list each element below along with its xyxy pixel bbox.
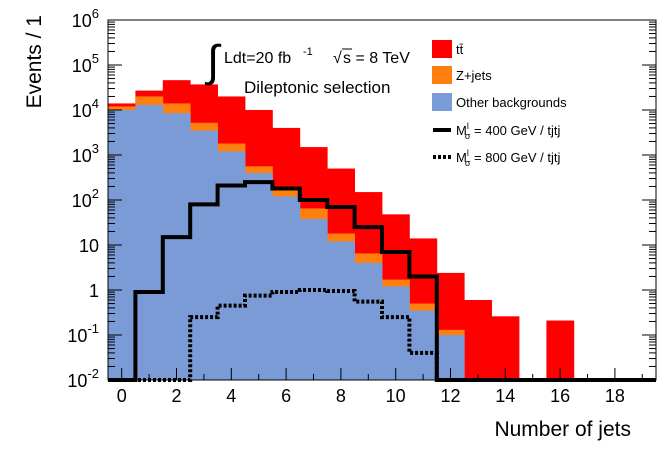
- legend: tt̄ Z+jets Other backgrounds Ml σ = 400 G…: [432, 40, 567, 168]
- bar-otherbackgrounds-bin-10: [382, 286, 410, 380]
- x-tick-label: 14: [495, 386, 515, 406]
- energy-annotation: √ s = 8 TeV: [333, 48, 410, 67]
- legend-label-800: Ml σ = 800 GeV / tjtj: [456, 148, 560, 168]
- y-tick-label: 10: [79, 236, 99, 256]
- legend-label-ttbar: tt̄: [456, 42, 464, 57]
- bar-otherbackgrounds-bin-9: [354, 262, 383, 380]
- bar-otherbackgrounds-bin-6: [272, 196, 301, 380]
- luminosity-annotation: ∫ Ldt=20 fb -1: [204, 37, 313, 86]
- bar-tt-bin-13: [464, 299, 492, 380]
- x-tick-label: 2: [171, 386, 181, 406]
- legend-swatch-zjets: [432, 66, 452, 84]
- x-tick-label: 8: [336, 386, 346, 406]
- selection-label: Dileptonic selection: [244, 78, 390, 97]
- stacked-bars: [108, 80, 575, 381]
- y-tick-label: 105: [72, 51, 99, 76]
- y-tick-label: 103: [72, 141, 99, 166]
- lumi-text: Ldt=20 fb: [224, 50, 291, 67]
- legend-label-other: Other backgrounds: [456, 95, 567, 110]
- bar-otherbackgrounds-bin-8: [327, 241, 355, 380]
- y-tick-label: 104: [72, 96, 99, 121]
- legend-label-400: Ml σ = 400 GeV / tjtj: [456, 121, 560, 141]
- bar-otherbackgrounds-bin-7: [299, 218, 328, 380]
- x-tick-label: 12: [440, 386, 460, 406]
- energy-text: s = 8 TeV: [343, 50, 410, 67]
- x-axis-title: Number of jets: [494, 418, 631, 441]
- sqrt-symbol: √: [333, 50, 342, 67]
- x-tick-label: 16: [550, 386, 570, 406]
- integral-symbol: ∫: [204, 37, 222, 86]
- bar-otherbackgrounds-bin-4: [217, 151, 246, 380]
- x-tick-label: 4: [226, 386, 236, 406]
- y-tick-label: 102: [72, 186, 99, 211]
- y-tick-label: 106: [72, 6, 99, 31]
- bar-otherbackgrounds-bin-5: [245, 172, 273, 380]
- y-tick-label: 10-1: [67, 321, 99, 346]
- x-tick-label: 0: [117, 386, 127, 406]
- legend-swatch-other: [432, 93, 452, 111]
- y-axis-title: Events / 1: [23, 15, 46, 108]
- bar-otherbackgrounds-bin-1: [135, 104, 164, 380]
- bar-otherbackgrounds-bin-3: [190, 130, 218, 380]
- lumi-exponent: -1: [303, 46, 313, 58]
- y-tick-label: 10-2: [67, 366, 99, 391]
- y-tick-label: 1: [89, 281, 99, 301]
- x-tick-label: 10: [386, 386, 406, 406]
- x-tick-label: 6: [281, 386, 291, 406]
- legend-label-zjets: Z+jets: [456, 68, 492, 83]
- bar-otherbackgrounds-bin-2: [162, 113, 191, 380]
- bar-otherbackgrounds-bin-11: [409, 310, 438, 380]
- axis-ticks: 0 2 4 6 8 10 12 14 16 1810610510410310210110-110-…: [67, 6, 656, 406]
- x-tick-label: 18: [605, 386, 625, 406]
- legend-swatch-ttbar: [432, 40, 452, 58]
